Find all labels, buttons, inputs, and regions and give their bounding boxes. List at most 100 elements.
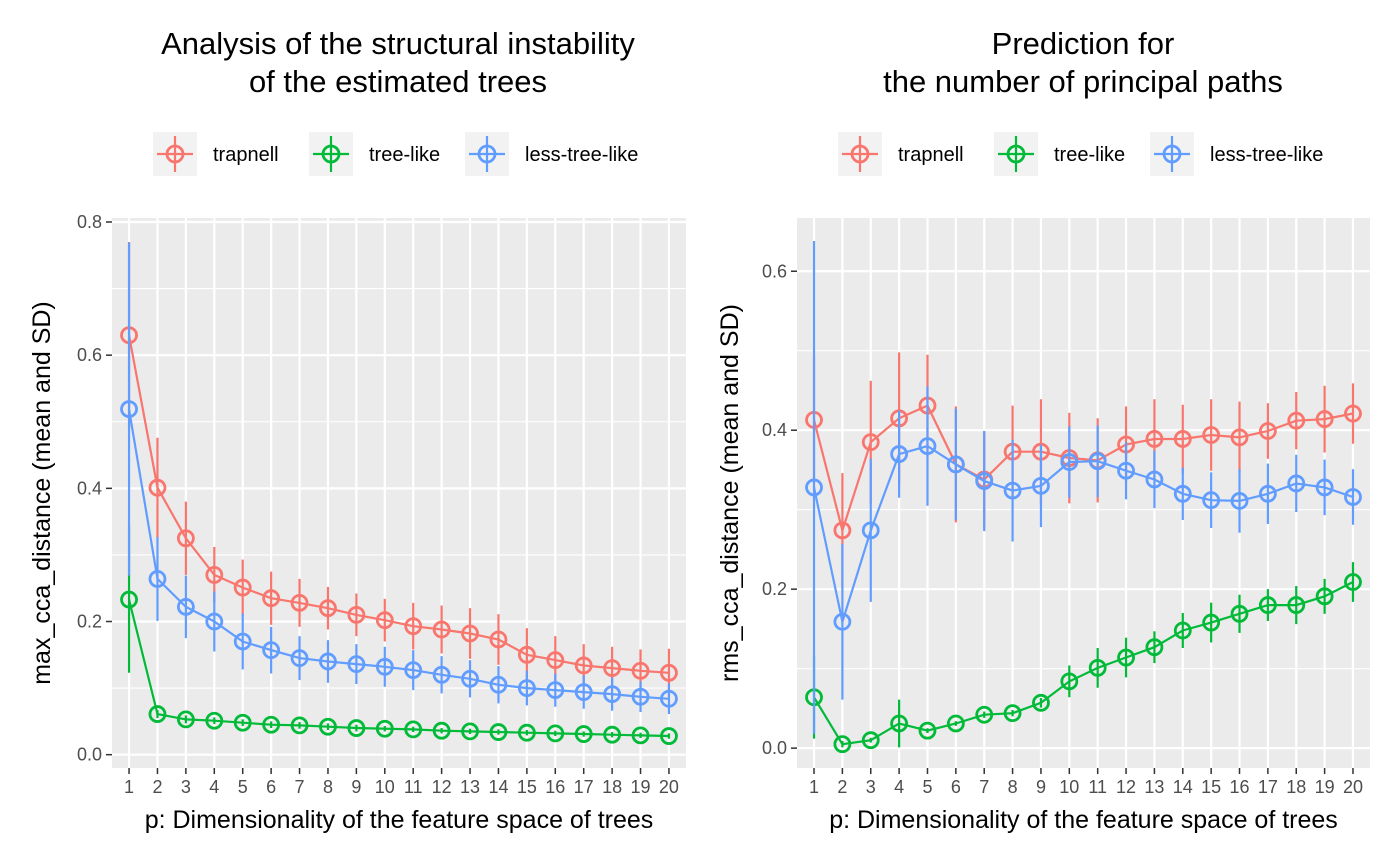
data-point: [890, 714, 909, 733]
data-point: [1173, 430, 1192, 448]
data-point: [1145, 470, 1164, 489]
series-line: [127, 599, 670, 738]
data-point: [319, 717, 337, 736]
y-tick-label: 0.0: [77, 745, 102, 765]
y-tick-label: 0.6: [762, 261, 787, 281]
data-point: [120, 590, 138, 609]
data-point: [1088, 658, 1107, 677]
data-point: [205, 566, 224, 584]
series-line: [127, 408, 670, 700]
data-point: [660, 663, 678, 682]
plot-panel: [112, 218, 686, 768]
data-point: [574, 683, 593, 701]
data-point: [517, 645, 536, 664]
data-point: [631, 726, 650, 745]
data-point: [375, 611, 394, 630]
data-point: [432, 665, 451, 684]
data-point: [1287, 411, 1306, 430]
x-tick-label: 2: [152, 777, 162, 797]
x-tick-label: 11: [1088, 777, 1107, 797]
data-point: [1202, 613, 1221, 632]
data-point: [1173, 621, 1192, 640]
y-tick-label: 0.8: [77, 212, 102, 232]
series-line: [812, 404, 1354, 535]
x-tick-label: 15: [1201, 777, 1221, 797]
data-point: [574, 725, 593, 743]
data-point: [1344, 573, 1362, 591]
data-point: [918, 721, 937, 740]
data-point: [1088, 452, 1107, 471]
data-point: [489, 630, 508, 649]
x-tick-label: 15: [517, 777, 537, 797]
data-point: [1287, 596, 1306, 614]
data-point: [319, 599, 337, 618]
chart-title-line: of the estimated trees: [249, 64, 547, 99]
data-point: [1344, 488, 1362, 506]
y-axis-title: rms_cca_distance (mean and SD): [716, 304, 744, 682]
x-tick-label: 18: [602, 777, 622, 797]
data-point: [1032, 693, 1050, 712]
data-point: [1003, 704, 1022, 723]
legend-key-marker: [850, 144, 870, 164]
y-tick-label: 0.2: [77, 612, 102, 632]
x-tick-label: 19: [1315, 777, 1335, 797]
data-point: [176, 710, 195, 729]
plot-panel: [797, 218, 1370, 768]
x-tick-label: 7: [295, 777, 305, 797]
data-point: [404, 661, 423, 680]
x-tick-label: 17: [574, 777, 594, 797]
data-point: [946, 455, 965, 474]
data-point: [603, 659, 622, 678]
legend-item: tree-like: [309, 132, 440, 176]
data-point: [861, 731, 880, 750]
chart-panel-1: Analysis of the structural instabilityof…: [28, 26, 686, 834]
x-tick-label: 13: [460, 777, 480, 797]
data-point: [262, 589, 281, 608]
series-tree-like: [120, 526, 678, 745]
legend-key-marker: [1162, 144, 1182, 164]
legend-item: trapnell: [153, 132, 279, 176]
x-tick-label: 5: [238, 777, 248, 797]
data-point: [1315, 410, 1334, 428]
x-tick-label: 1: [809, 777, 819, 797]
data-point: [1173, 484, 1192, 503]
data-point: [205, 711, 224, 730]
data-point: [1060, 672, 1079, 691]
data-point: [1315, 587, 1334, 606]
data-point: [432, 721, 451, 740]
data-point: [631, 687, 650, 706]
data-point: [1230, 428, 1249, 447]
data-point: [1202, 491, 1221, 510]
data-point: [1344, 404, 1362, 423]
data-point: [546, 681, 565, 699]
data-point: [1230, 492, 1249, 510]
data-point: [631, 661, 650, 680]
legend-item: trapnell: [838, 132, 964, 176]
data-point: [347, 719, 366, 737]
data-point: [603, 685, 622, 703]
data-point: [375, 657, 394, 676]
data-point: [461, 722, 479, 741]
data-point: [517, 723, 536, 742]
data-point: [432, 620, 451, 639]
data-point: [805, 478, 823, 497]
data-point: [1258, 422, 1277, 440]
data-point: [833, 521, 852, 540]
x-tick-label: 4: [209, 777, 219, 797]
data-point: [262, 641, 281, 660]
x-tick-label: 3: [866, 777, 876, 797]
data-point: [660, 727, 678, 745]
x-tick-label: 8: [1008, 777, 1018, 797]
data-point: [946, 714, 965, 733]
y-tick-label: 0.4: [762, 420, 787, 440]
data-point: [404, 617, 423, 636]
series-less-tree-like: [120, 242, 678, 715]
data-point: [975, 472, 994, 490]
x-tick-label: 8: [323, 777, 333, 797]
data-point: [205, 612, 224, 631]
data-point: [148, 705, 167, 723]
legend-key-marker: [165, 144, 185, 164]
data-point: [347, 655, 366, 674]
